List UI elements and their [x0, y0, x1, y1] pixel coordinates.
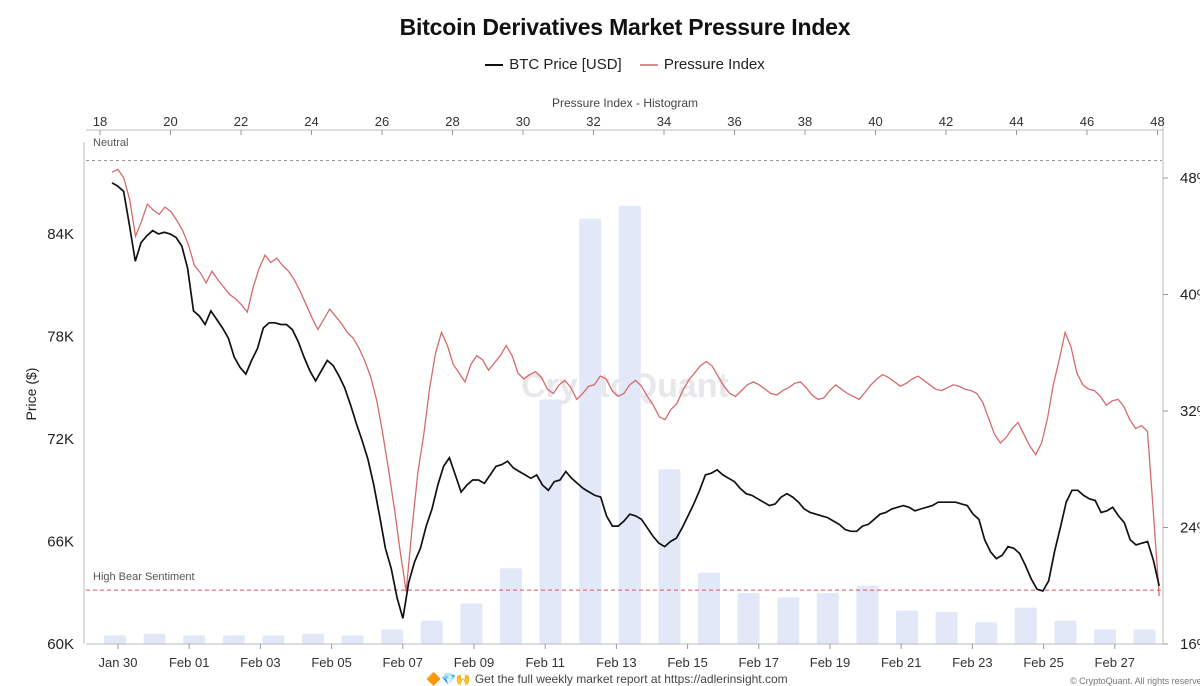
legend-label-btc-price: BTC Price [USD]	[509, 56, 622, 73]
legend-swatch-btc-price	[485, 64, 504, 67]
chart-title: Bitcoin Derivatives Market Pressure Inde…	[399, 14, 851, 40]
top-tick-label: 44	[1009, 114, 1023, 129]
top-tick-label: 40	[868, 114, 882, 129]
histogram-bar	[698, 572, 720, 644]
histogram-bar	[816, 593, 839, 644]
legend: BTC Price [USD] Pressure Index	[0, 56, 1200, 73]
histogram-bar	[777, 597, 800, 644]
histogram-bar	[460, 603, 483, 644]
btc-price-line	[111, 182, 1161, 619]
footer-banner: 🔶💎🙌 Get the full weekly market report at …	[426, 672, 788, 686]
y-axis-ticks: 60K 66K 72K 78K 84K	[47, 226, 74, 653]
x-tick-label: Feb 19	[810, 655, 850, 670]
pressure-index-line	[111, 168, 1160, 596]
histogram-bar	[1094, 629, 1116, 644]
histogram-bar	[183, 635, 206, 644]
top-tick-label: 24	[304, 114, 318, 129]
right-tick-label: 32%	[1180, 403, 1200, 420]
histogram-bar	[1133, 629, 1156, 644]
histogram-bar	[341, 635, 364, 644]
histogram-bar	[381, 629, 404, 644]
x-tick-label: Feb 25	[1023, 655, 1063, 670]
x-tick-label: Feb 15	[667, 655, 707, 670]
legend-item-btc-price[interactable]: BTC Price [USD]	[485, 56, 622, 73]
x-tick-label: Feb 21	[881, 655, 921, 670]
y-tick-label: 72K	[47, 431, 74, 448]
histogram-bars	[104, 205, 1156, 645]
x-tick-label: Feb 27	[1095, 655, 1135, 670]
x-tick-label: Feb 11	[525, 655, 565, 670]
y-axis-title: Price ($)	[23, 368, 39, 421]
legend-item-pressure-index[interactable]: Pressure Index	[639, 56, 765, 73]
x-tick-label: Feb 17	[739, 655, 779, 670]
top-tick-label: 42	[939, 114, 953, 129]
top-tick-label: 38	[798, 114, 812, 129]
top-tick-label: 18	[93, 114, 107, 129]
right-tick-label: 48%	[1180, 170, 1200, 187]
right-tick-label: 16%	[1180, 636, 1200, 653]
histogram-bar	[1014, 607, 1037, 644]
top-tick-label: 28	[445, 114, 459, 129]
histogram-bar	[539, 399, 562, 644]
footer-link-text[interactable]: Get the full weekly market report at htt…	[474, 672, 788, 686]
histogram-bar	[975, 622, 998, 644]
histogram-bar	[579, 218, 602, 645]
y-tick-label: 66K	[47, 534, 74, 551]
histogram-bar	[104, 635, 126, 644]
histogram-bar	[737, 593, 760, 644]
histogram-bar	[262, 635, 285, 644]
top-tick-label: 30	[516, 114, 530, 129]
x-axis-ticks: Jan 30 Feb 01 Feb 03 Feb 05 Feb 07 Feb 09 Feb …	[98, 644, 1135, 670]
top-tick-label: 48	[1150, 114, 1164, 129]
legend-swatch-pressure-index	[639, 64, 658, 67]
histogram-bar	[143, 633, 166, 644]
x-tick-label: Feb 23	[952, 655, 992, 670]
top-tick-label: 32	[586, 114, 600, 129]
x-tick-label: Feb 05	[311, 655, 351, 670]
histogram-bar	[658, 469, 681, 645]
histogram-bar	[1054, 620, 1077, 644]
top-tick-label: 22	[234, 114, 248, 129]
histogram-bar	[222, 635, 245, 644]
x-tick-label: Jan 30	[98, 655, 137, 670]
y-tick-label: 60K	[47, 636, 74, 653]
x-tick-label: Feb 03	[240, 655, 280, 670]
histogram-bar	[935, 612, 958, 644]
top-tick-label: 20	[163, 114, 177, 129]
right-tick-label: 40%	[1180, 287, 1200, 304]
top-tick-label: 26	[375, 114, 389, 129]
histogram-bar	[618, 205, 641, 644]
right-axis-ticks: 16% 24% 32% 40% 48%	[1163, 170, 1200, 653]
right-tick-label: 24%	[1180, 520, 1200, 537]
histogram-bar	[420, 620, 443, 644]
top-tick-label: 46	[1080, 114, 1094, 129]
x-tick-label: Feb 01	[169, 655, 209, 670]
footer-emoji: 🔶💎🙌	[426, 672, 471, 686]
histogram-bar	[896, 610, 918, 644]
copyright-text: © CryptoQuant. All rights reserved.	[1070, 676, 1200, 686]
x-tick-label: Feb 07	[383, 655, 423, 670]
y-tick-label: 84K	[47, 226, 74, 243]
neutral-label: Neutral	[93, 137, 128, 149]
y-tick-label: 78K	[47, 329, 74, 346]
histogram-bar	[500, 568, 522, 644]
legend-label-pressure-index: Pressure Index	[663, 56, 765, 73]
top-tick-label: 34	[657, 114, 671, 129]
top-tick-label: 36	[727, 114, 741, 129]
x-tick-label: Feb 09	[454, 655, 494, 670]
histogram-bar	[856, 585, 879, 645]
x-tick-label: Feb 13	[596, 655, 636, 670]
histogram-bar	[302, 633, 324, 644]
top-axis-title: Pressure Index - Histogram	[552, 96, 698, 110]
top-axis-ticks: 18 20 22 24 26 28 30 32 34 36 38 40 42 44 46 48	[93, 114, 1165, 135]
high-bear-sentiment-label: High Bear Sentiment	[93, 571, 195, 583]
